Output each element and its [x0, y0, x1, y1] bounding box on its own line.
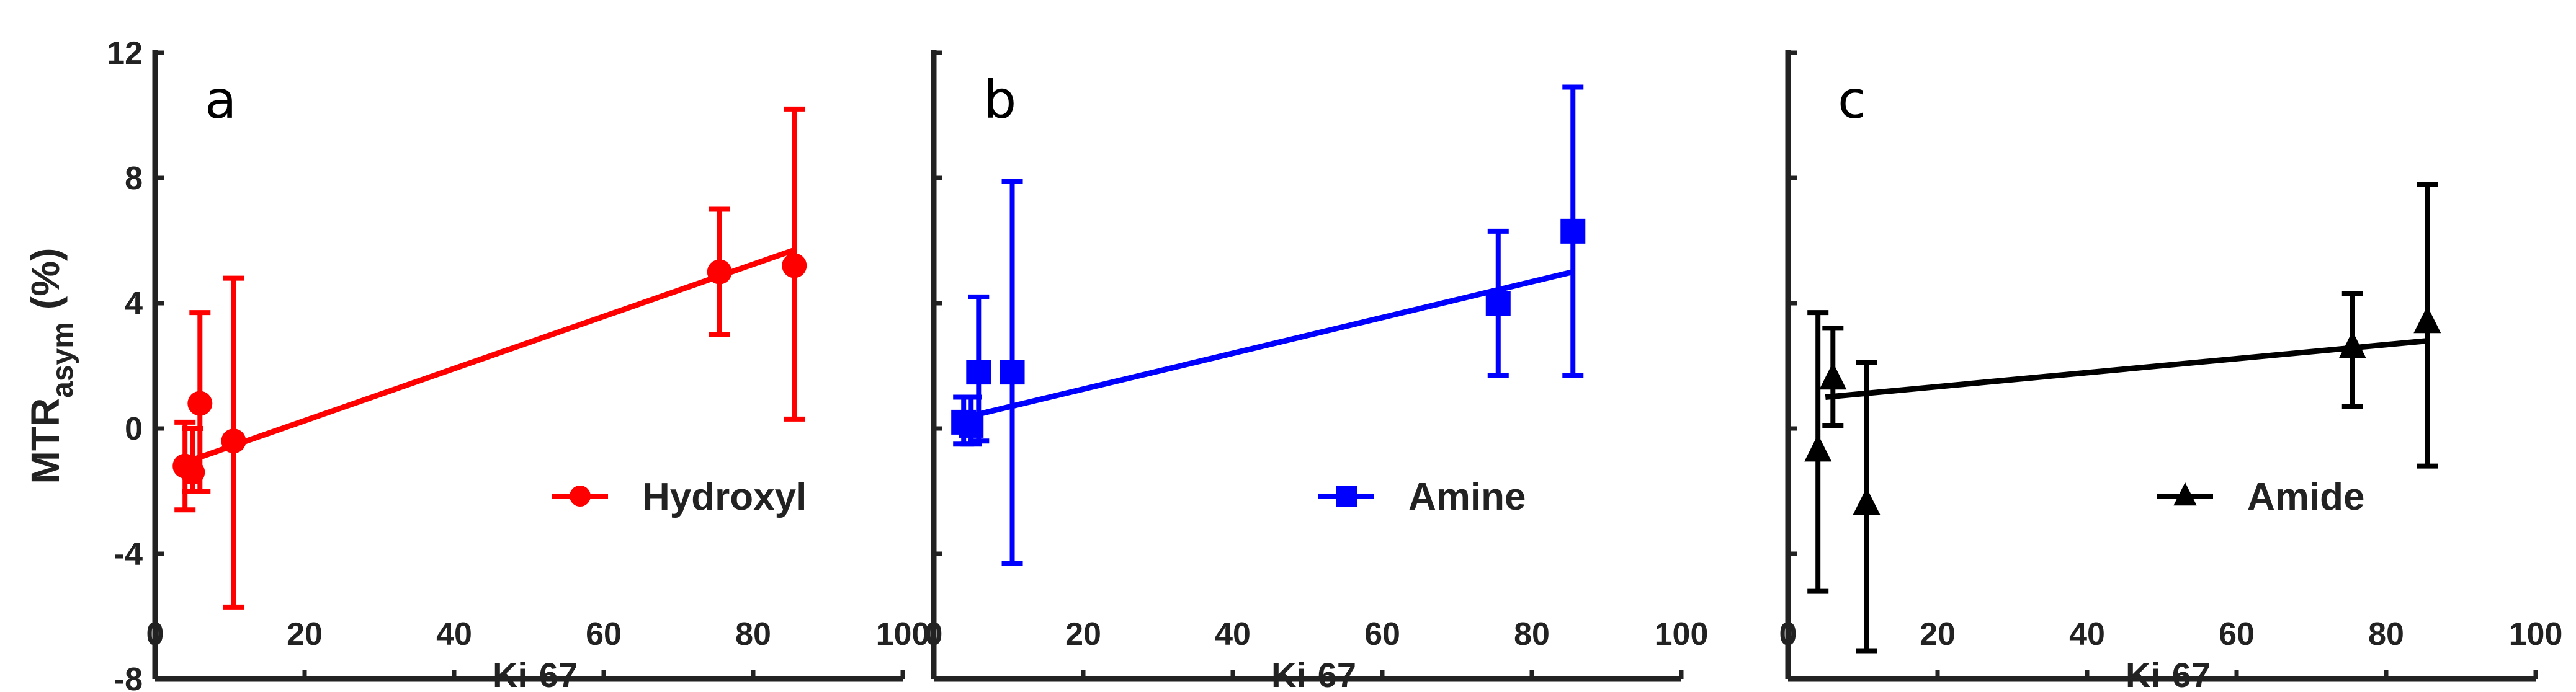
panel-c: 0 20 40 60 80 100 Ki-67 c Amide	[1779, 50, 2563, 692]
data-point-square	[1000, 360, 1025, 385]
y-tick-label: 0	[125, 411, 143, 447]
x-tick-label: 40	[1215, 616, 1251, 652]
x-tick-label: 100	[876, 616, 930, 652]
y-label-suffix: (%)	[23, 248, 68, 310]
data-point-triangle	[1804, 434, 1832, 462]
data-point-circle	[221, 428, 246, 454]
x-tick-label: 100	[2509, 616, 2563, 652]
x-axis-label: Ki-67	[493, 655, 578, 692]
x-axis-label: Ki-67	[2126, 655, 2211, 692]
x-tick-label: 0	[925, 616, 943, 652]
y-tick-label: 12	[107, 35, 143, 71]
data-point-triangle	[1853, 487, 1881, 515]
data-point-square	[1336, 486, 1357, 507]
x-tick-label: 0	[146, 616, 164, 652]
y-label-subscript: asym	[47, 322, 79, 398]
x-tick-label: 0	[1779, 616, 1797, 652]
fit-line	[970, 269, 1574, 419]
y-tick-label: -8	[114, 662, 143, 692]
data-point-square	[1560, 218, 1586, 244]
fit-line	[1825, 338, 2428, 400]
data-point-triangle	[2173, 482, 2197, 506]
data-point-circle	[707, 259, 732, 285]
x-tick-label: 20	[1065, 616, 1101, 652]
x-axis-label: Ki-67	[1271, 655, 1356, 692]
legend-label: Hydroxyl	[642, 476, 807, 518]
legend-label: Amide	[2247, 476, 2364, 518]
x-tick-label: 20	[287, 616, 323, 652]
data-point-triangle	[2413, 306, 2441, 334]
panel-a: 0 20 40 60 80 100 -8 -4 0 4 8 12 Ki-67 MTRasym (%) a Hyd…	[23, 35, 929, 692]
x-tick-label: 80	[735, 616, 771, 652]
data-point-circle	[782, 253, 807, 278]
legend-label: Amine	[1408, 476, 1526, 518]
x-tick-label: 80	[2368, 616, 2404, 652]
legend: Hydroxyl	[552, 476, 807, 518]
data-point-triangle	[1819, 362, 1847, 390]
panel-b: 0 20 40 60 80 100 Ki-67 b Amine	[925, 50, 1709, 692]
legend: Amine	[1318, 476, 1526, 518]
data-point-circle	[187, 391, 213, 416]
fit-line	[191, 247, 795, 463]
y-tick-label: -4	[114, 536, 143, 572]
x-tick-label: 60	[1364, 616, 1400, 652]
x-tick-label: 20	[1920, 616, 1956, 652]
x-tick-label: 80	[1514, 616, 1550, 652]
panel-letter: b	[983, 69, 1016, 130]
panel-letter: c	[1838, 69, 1866, 130]
y-tick-label: 4	[125, 286, 143, 322]
y-label-main: MTR	[23, 398, 68, 484]
panel-letter: a	[205, 69, 236, 130]
y-tick-label: 8	[125, 161, 143, 197]
x-tick-label: 40	[2069, 616, 2105, 652]
x-tick-label: 60	[2219, 616, 2255, 652]
data-point-square	[966, 360, 991, 385]
legend: Amide	[2157, 476, 2364, 518]
data-point-circle	[570, 486, 591, 507]
x-tick-label: 100	[1655, 616, 1709, 652]
x-tick-label: 40	[436, 616, 472, 652]
data-point-triangle	[2338, 330, 2366, 358]
data-point-square	[1485, 291, 1511, 316]
x-tick-label: 60	[586, 616, 622, 652]
y-axis-label: MTRasym (%)	[23, 248, 79, 484]
